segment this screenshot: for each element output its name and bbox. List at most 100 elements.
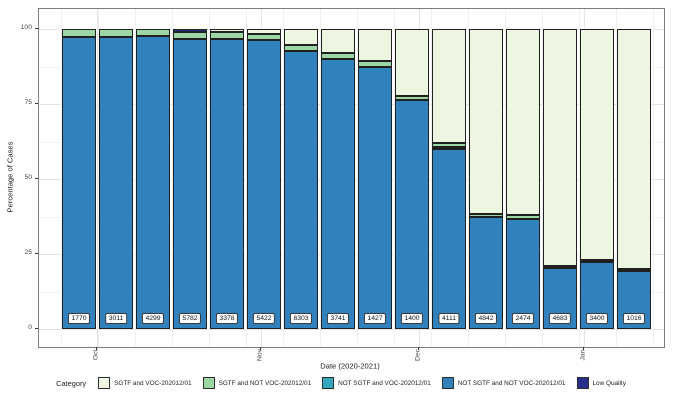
gridline-vertical-minor bbox=[467, 9, 469, 347]
bar-count-label: 1770 bbox=[67, 312, 91, 324]
bar-segment-not_sgtf_not_voc bbox=[136, 36, 170, 329]
bar-segment-sgtf_voc bbox=[469, 29, 503, 214]
bar-count-label: 3011 bbox=[105, 312, 127, 324]
stacked-bar: 5782 bbox=[173, 29, 207, 329]
bar-segment-sgtf_not_voc bbox=[506, 215, 540, 219]
stacked-bar: 1427 bbox=[358, 29, 392, 329]
bar-group: 1770 3011 4299 5782 3378 5422 6303 3741 1427 1400… bbox=[39, 28, 664, 329]
stacked-bar: 3378 bbox=[210, 29, 244, 329]
bar-segment-not_sgtf_not_voc bbox=[173, 39, 207, 329]
x-tick-mark bbox=[418, 347, 419, 350]
bar-segment-not_sgtf_not_voc bbox=[321, 59, 355, 329]
bar-segment-sgtf_not_voc bbox=[99, 29, 133, 37]
legend-label: Low Quality bbox=[592, 379, 626, 387]
bar-segment-low_quality bbox=[173, 29, 207, 33]
bar-segment-sgtf_voc bbox=[247, 29, 281, 34]
bar-segment-sgtf_voc bbox=[358, 29, 392, 62]
bar-count-label: 5422 bbox=[252, 312, 276, 324]
bar-segment-not_sgtf_not_voc bbox=[62, 36, 96, 329]
bar-count-label: 4842 bbox=[474, 312, 498, 324]
x-tick-label: Dec bbox=[414, 348, 422, 362]
bar-count-label: 4299 bbox=[141, 312, 165, 324]
gridline-vertical-minor bbox=[393, 9, 395, 347]
legend-swatch-sgtf_not_voc bbox=[202, 377, 215, 389]
gridline-vertical-minor bbox=[430, 9, 432, 347]
legend-item-low_quality: Low Quality bbox=[576, 377, 626, 389]
legend-items: SGTF and VOC-202012/01 SGTF and NOT VOC-2… bbox=[98, 377, 626, 389]
y-tick-mark bbox=[35, 28, 38, 29]
gridline-vertical-major bbox=[97, 9, 99, 347]
bar-count-label: 3741 bbox=[326, 312, 350, 324]
gridline-vertical-minor bbox=[578, 9, 580, 347]
gridline-vertical-minor bbox=[245, 9, 247, 347]
x-tick-label: Jan bbox=[579, 349, 587, 361]
x-axis-title: Date (2020-2021) bbox=[320, 361, 380, 371]
bar-segment-not_sgtf_not_voc bbox=[506, 218, 540, 329]
bar-segment-sgtf_not_voc bbox=[284, 44, 318, 51]
bar-segment-not_sgtf_not_voc bbox=[210, 38, 244, 329]
gridline-vertical-minor bbox=[171, 9, 173, 347]
gridline-vertical-minor bbox=[504, 9, 506, 347]
legend-title: Category bbox=[56, 378, 87, 388]
stacked-bar: 4111 bbox=[432, 28, 466, 329]
stacked-bar: 4842 bbox=[469, 29, 503, 329]
bar-segment-not_sgtf_voc bbox=[432, 147, 466, 149]
bar-segment-sgtf_voc bbox=[506, 29, 540, 216]
stacked-bar: 5422 bbox=[247, 29, 281, 329]
bar-segment-sgtf_not_voc bbox=[432, 142, 466, 147]
legend-item-sgtf_not_voc: SGTF and NOT VOC-202012/01 bbox=[202, 377, 311, 389]
x-tick-mark bbox=[96, 347, 98, 350]
bar-segment-sgtf_voc bbox=[284, 29, 318, 45]
gridline-vertical-minor bbox=[282, 9, 284, 347]
bar-segment-sgtf_not_voc bbox=[321, 53, 355, 59]
bar-segment-sgtf_not_voc bbox=[580, 260, 614, 263]
bar-segment-sgtf_voc bbox=[543, 29, 577, 267]
y-tick-label: 100 bbox=[20, 24, 32, 31]
stacked-bar: 4299 bbox=[136, 29, 170, 329]
legend-item-not_sgtf_voc: NOT SGTF and VOC-202012/01 bbox=[322, 377, 431, 389]
bar-segment-sgtf_not_voc bbox=[617, 269, 651, 272]
bar-segment-sgtf_voc bbox=[580, 29, 614, 261]
legend-item-sgtf_voc: SGTF and VOC-202012/01 bbox=[98, 377, 192, 389]
bar-segment-sgtf_not_voc bbox=[136, 29, 170, 37]
bar-segment-not_sgtf_not_voc bbox=[395, 100, 429, 329]
bar-count-label: 4111 bbox=[438, 312, 460, 324]
y-tick-label: 50 bbox=[24, 174, 32, 181]
y-tick-label: 0 bbox=[28, 324, 32, 331]
gridline-vertical-minor bbox=[356, 9, 358, 347]
x-tick-mark bbox=[259, 347, 261, 350]
y-tick-mark bbox=[35, 178, 38, 179]
gridline-vertical-minor bbox=[615, 9, 617, 347]
bar-count-label: 1016 bbox=[622, 312, 646, 324]
legend-label: NOT SGTF and VOC-202012/01 bbox=[338, 379, 431, 387]
bar-segment-sgtf_voc bbox=[617, 29, 651, 270]
y-tick-label: 75 bbox=[24, 99, 32, 106]
gridline-major bbox=[39, 329, 664, 330]
bar-segment-sgtf_voc bbox=[395, 29, 429, 96]
stacked-bar: 6303 bbox=[284, 29, 318, 329]
bar-segment-not_sgtf_not_voc bbox=[432, 149, 466, 329]
y-tick-label: 25 bbox=[24, 249, 32, 256]
bar-segment-sgtf_not_voc bbox=[358, 61, 392, 68]
legend-swatch-low_quality bbox=[576, 377, 589, 389]
y-tick-mark bbox=[35, 328, 38, 329]
legend-item-not_sgtf_not_voc: NOT SGTF and NOT VOC-202012/01 bbox=[441, 377, 566, 389]
legend-swatch-not_sgtf_not_voc bbox=[441, 377, 454, 389]
gridline-vertical-minor bbox=[208, 9, 210, 347]
bar-segment-sgtf_not_voc bbox=[247, 33, 281, 41]
gridline-vertical-minor bbox=[60, 9, 62, 347]
x-tick-label: Oct bbox=[92, 349, 100, 361]
bar-count-label: 4683 bbox=[548, 312, 572, 324]
bar-segment-sgtf_not_voc bbox=[210, 32, 244, 39]
gridline-vertical-minor bbox=[134, 9, 136, 347]
gridline-vertical-minor bbox=[541, 9, 543, 347]
stacked-bar: 3741 bbox=[321, 29, 355, 329]
legend-swatch-sgtf_voc bbox=[98, 377, 111, 389]
stacked-bar: 3400 bbox=[580, 29, 614, 329]
stacked-bar: 3011 bbox=[99, 29, 133, 329]
bar-segment-not_sgtf_not_voc bbox=[469, 217, 503, 329]
y-tick-mark bbox=[35, 253, 38, 254]
x-tick-label: Nov bbox=[256, 348, 264, 362]
bar-count-label: 6303 bbox=[289, 312, 313, 324]
